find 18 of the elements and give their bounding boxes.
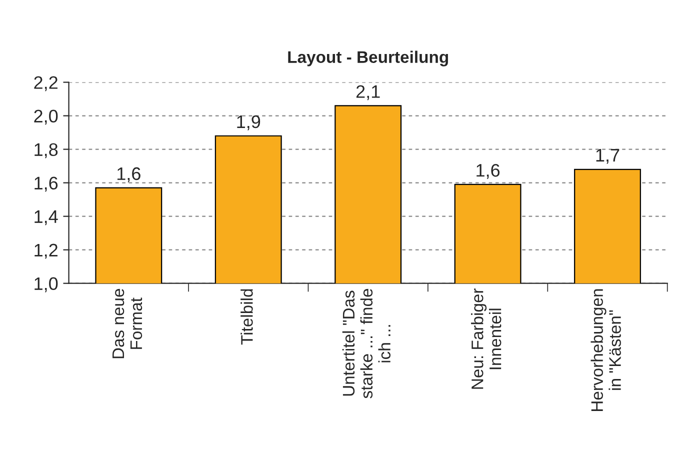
- data-label: 1,6: [117, 167, 140, 182]
- y-tick-label: 1,0: [34, 277, 58, 292]
- x-tick-label: Neu: Farbiger Innenteil: [471, 288, 502, 389]
- y-tick-label: 1,2: [34, 244, 58, 259]
- data-label: 1,6: [476, 164, 500, 179]
- x-tick-label: Titelbild: [240, 289, 253, 345]
- y-tick-label: 1,8: [34, 143, 58, 158]
- y-tick-label: 1,4: [34, 210, 58, 226]
- y-tick-label: 2,2: [34, 76, 58, 92]
- chart-title: Layout - Beurteilung: [288, 50, 448, 66]
- y-tick-label: 1,6: [34, 176, 58, 192]
- x-tick-label: Das neue Format: [112, 288, 142, 358]
- y-tick-label: 2,0: [34, 110, 58, 125]
- x-tick-label: Hervorhebungen in "Kästen": [590, 289, 621, 411]
- data-label: 1,9: [237, 115, 260, 130]
- x-tick-label: Untertitel "Das starke ..." finde ich ...: [342, 288, 391, 398]
- data-label: 2,1: [356, 85, 380, 100]
- data-label: 1,7: [596, 149, 620, 164]
